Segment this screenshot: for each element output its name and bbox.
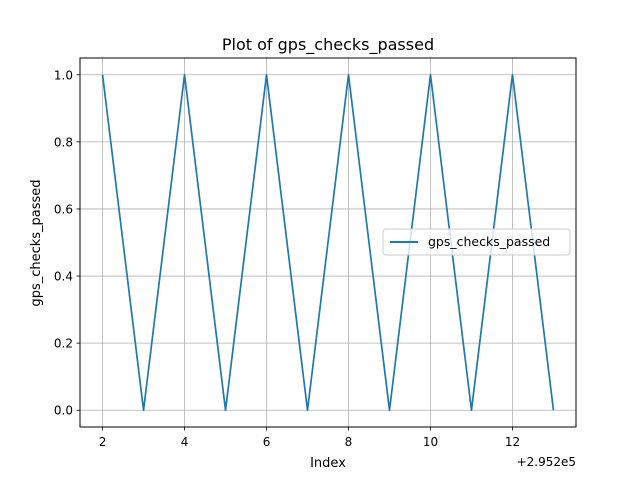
legend-box (382, 228, 571, 256)
grid-lines (80, 58, 576, 427)
y-axis-ticks: 0.0 0.2 0.4 0.6 0.8 1.0 (54, 68, 80, 418)
series-line (101, 73, 555, 412)
legend: gps_checks_passed (382, 228, 571, 256)
y-tick-label: 1.0 (54, 68, 73, 82)
chart-title: Plot of gps_checks_passed (222, 35, 434, 55)
x-tick-label: 12 (505, 435, 520, 449)
y-tick-label: 0.8 (54, 135, 73, 149)
x-axis-ticks: 2 4 6 8 10 12 (99, 427, 520, 449)
x-tick-label: 6 (263, 435, 271, 449)
x-tick-label: 4 (181, 435, 189, 449)
y-axis-label: gps_checks_passed (29, 179, 44, 306)
x-tick-label: 2 (99, 435, 107, 449)
plot-area-frame (79, 57, 577, 428)
series-layer (101, 73, 555, 412)
x-axis-label: Index (310, 456, 346, 471)
x-tick-label: 8 (345, 435, 353, 449)
y-tick-label: 0.4 (54, 270, 73, 284)
legend-label: gps_checks_passed (428, 234, 550, 249)
y-tick-label: 0.6 (54, 202, 73, 216)
y-tick-label: 0.2 (54, 337, 73, 351)
x-axis-offset-label: +2.952e5 (517, 455, 576, 469)
y-tick-label: 0.0 (54, 404, 73, 418)
x-tick-label: 10 (423, 435, 438, 449)
